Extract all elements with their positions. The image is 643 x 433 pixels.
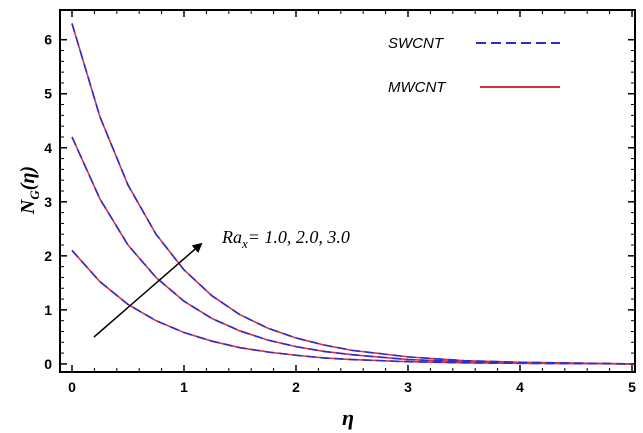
annotation-arrow	[93, 242, 203, 338]
annotation-suffix: = 1.0, 2.0, 3.0	[248, 227, 350, 247]
series-line-swcnt-3	[71, 23, 633, 365]
x-tick-label: 1	[180, 379, 188, 395]
series-line-mwcnt-3	[71, 23, 633, 365]
annotation-prefix: Ra	[221, 227, 242, 247]
series-line-mwcnt-2	[71, 136, 633, 365]
series-line-mwcnt-1	[71, 249, 633, 365]
x-axis-label: η	[342, 405, 354, 430]
y-axis-label-arg: (η)	[17, 166, 39, 190]
annotation-subscript: x	[241, 236, 248, 251]
y-axis-label-sub: G	[27, 190, 42, 200]
plot-frame	[59, 9, 636, 373]
y-tick-label: 2	[44, 248, 52, 264]
legend-item-swcnt: SWCNT	[388, 35, 560, 52]
x-tick-label: 2	[292, 379, 300, 395]
y-tick-label: 1	[44, 302, 52, 318]
y-axis-label: NG(η)	[17, 166, 42, 215]
y-tick-label: 6	[44, 32, 52, 48]
y-axis-label-main: N	[17, 198, 39, 215]
y-tick-label: 3	[44, 194, 52, 210]
series-line-swcnt-1	[71, 249, 633, 365]
x-tick-label: 3	[404, 379, 412, 395]
legend-label-swcnt: SWCNT	[388, 35, 445, 52]
y-tick-label: 5	[44, 86, 52, 102]
y-tick-label: 0	[44, 356, 52, 372]
legend-label-mwcnt: MWCNT	[388, 79, 447, 96]
legend: SWCNT MWCNT	[388, 35, 560, 96]
x-tick-label: 4	[516, 379, 524, 395]
x-tick-label: 5	[628, 379, 636, 395]
axis-ticks: 0 1 2 3 4 5 0 1 2 3 4 5 6	[44, 10, 636, 395]
legend-item-mwcnt: MWCNT	[388, 79, 560, 96]
annotation-text: Rax= 1.0, 2.0, 3.0	[221, 227, 350, 251]
y-tick-label: 4	[44, 140, 52, 156]
curves	[71, 23, 633, 365]
series-line-swcnt-2	[71, 136, 633, 365]
x-tick-label: 0	[68, 379, 76, 395]
